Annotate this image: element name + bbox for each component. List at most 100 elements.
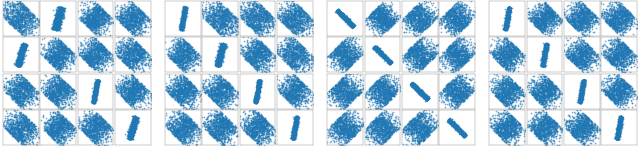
Point: [178, 19, 188, 21]
Point: [179, 118, 189, 120]
Point: [202, 118, 212, 120]
Point: [284, 83, 294, 85]
Point: [573, 47, 584, 50]
Point: [2, 117, 12, 119]
Point: [140, 63, 150, 65]
Point: [417, 45, 428, 47]
Point: [580, 114, 590, 116]
Point: [296, 85, 307, 87]
Point: [378, 15, 388, 17]
Point: [445, 29, 455, 32]
Point: [501, 20, 511, 23]
Point: [455, 4, 465, 6]
Point: [131, 123, 141, 126]
Point: [454, 85, 465, 87]
Point: [403, 123, 413, 125]
Point: [295, 81, 305, 84]
Point: [17, 46, 27, 48]
Point: [417, 42, 428, 44]
Point: [406, 132, 417, 135]
Point: [117, 17, 127, 19]
Point: [548, 92, 559, 94]
Point: [543, 43, 553, 45]
Point: [174, 26, 184, 29]
Point: [179, 19, 189, 22]
Point: [293, 80, 303, 82]
Point: [56, 92, 66, 94]
Point: [4, 94, 15, 96]
Point: [17, 53, 28, 55]
Point: [495, 126, 506, 128]
Point: [600, 87, 611, 89]
Point: [440, 91, 451, 93]
Point: [47, 94, 58, 96]
Point: [409, 15, 419, 18]
Point: [568, 54, 578, 56]
Point: [170, 83, 180, 86]
Point: [133, 11, 143, 14]
Point: [332, 119, 342, 121]
Point: [90, 84, 100, 87]
Point: [372, 21, 382, 24]
Point: [95, 50, 105, 53]
Point: [339, 15, 349, 17]
Point: [394, 26, 404, 28]
Point: [545, 87, 556, 89]
Point: [376, 50, 387, 52]
Point: [84, 45, 94, 48]
Point: [540, 45, 550, 48]
Point: [209, 81, 220, 83]
Point: [411, 124, 421, 126]
Point: [452, 127, 463, 130]
Point: [199, 124, 209, 126]
Point: [611, 74, 621, 77]
Point: [526, 20, 536, 23]
Point: [86, 21, 96, 24]
Point: [346, 84, 356, 86]
Point: [342, 66, 352, 68]
Point: [186, 109, 196, 112]
Point: [380, 21, 390, 23]
Point: [504, 9, 514, 12]
Point: [339, 133, 349, 135]
Point: [181, 131, 191, 133]
Point: [412, 132, 422, 134]
Point: [218, 95, 228, 97]
Point: [90, 126, 100, 129]
Point: [574, 52, 584, 54]
Point: [381, 135, 391, 137]
Point: [118, 16, 128, 18]
Point: [170, 49, 180, 51]
Point: [368, 18, 378, 21]
Point: [422, 21, 432, 23]
Point: [503, 7, 513, 10]
Point: [608, 48, 618, 50]
Point: [579, 60, 589, 62]
Point: [433, 51, 443, 53]
Point: [48, 98, 58, 101]
Point: [11, 16, 21, 19]
Point: [128, 74, 138, 77]
Point: [56, 10, 66, 13]
Point: [176, 21, 186, 24]
Point: [537, 18, 547, 20]
Point: [502, 13, 512, 15]
Point: [219, 43, 229, 45]
Point: [223, 123, 233, 126]
Point: [15, 137, 26, 140]
Point: [187, 102, 197, 104]
Point: [216, 43, 226, 45]
Point: [374, 120, 384, 122]
Point: [511, 101, 522, 103]
Point: [8, 97, 19, 99]
Point: [188, 124, 198, 127]
Point: [173, 136, 184, 138]
Point: [543, 83, 553, 85]
Point: [579, 24, 589, 26]
Point: [605, 53, 615, 56]
Point: [503, 53, 513, 55]
Point: [451, 6, 461, 8]
Point: [382, 58, 392, 60]
Point: [612, 132, 622, 135]
Point: [349, 120, 359, 122]
